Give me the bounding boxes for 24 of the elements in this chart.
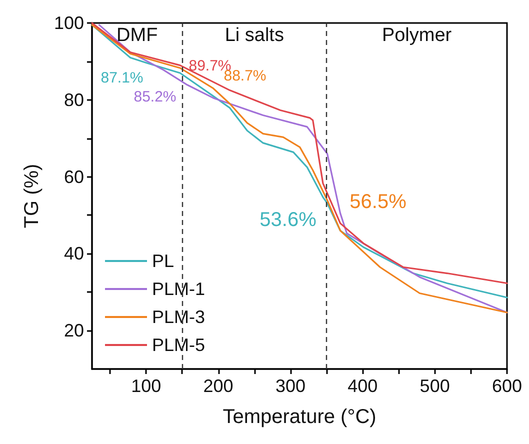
legend-label: PLM-5 — [152, 335, 206, 355]
annotation: 87.1% — [100, 70, 144, 86]
annotation: Li salts — [224, 25, 284, 46]
y-tick-label: 100 — [54, 13, 84, 33]
legend-label: PLM-1 — [152, 279, 206, 299]
x-axis-title: Temperature (°C) — [222, 406, 376, 428]
annotation: 53.6% — [260, 209, 317, 231]
legend-label: PL — [152, 251, 174, 271]
x-tick-label: 600 — [492, 376, 522, 396]
x-tick-label: 400 — [348, 376, 378, 396]
y-axis-title: TG (%) — [21, 164, 43, 228]
y-tick-label: 80 — [64, 90, 84, 110]
annotation: Polymer — [382, 25, 452, 46]
legend-label: PLM-3 — [152, 307, 206, 327]
x-tick-label: 100 — [131, 376, 162, 396]
x-tick-label: 200 — [203, 376, 234, 396]
annotation: DMF — [116, 25, 158, 46]
x-tick-label: 500 — [420, 376, 450, 396]
x-tick-label: 300 — [275, 376, 306, 396]
annotation: 56.5% — [350, 191, 407, 213]
y-tick-label: 60 — [64, 166, 84, 187]
y-tick-label: 40 — [64, 244, 84, 264]
annotation: 85.2% — [134, 88, 176, 106]
y-tick-label: 20 — [64, 320, 84, 341]
